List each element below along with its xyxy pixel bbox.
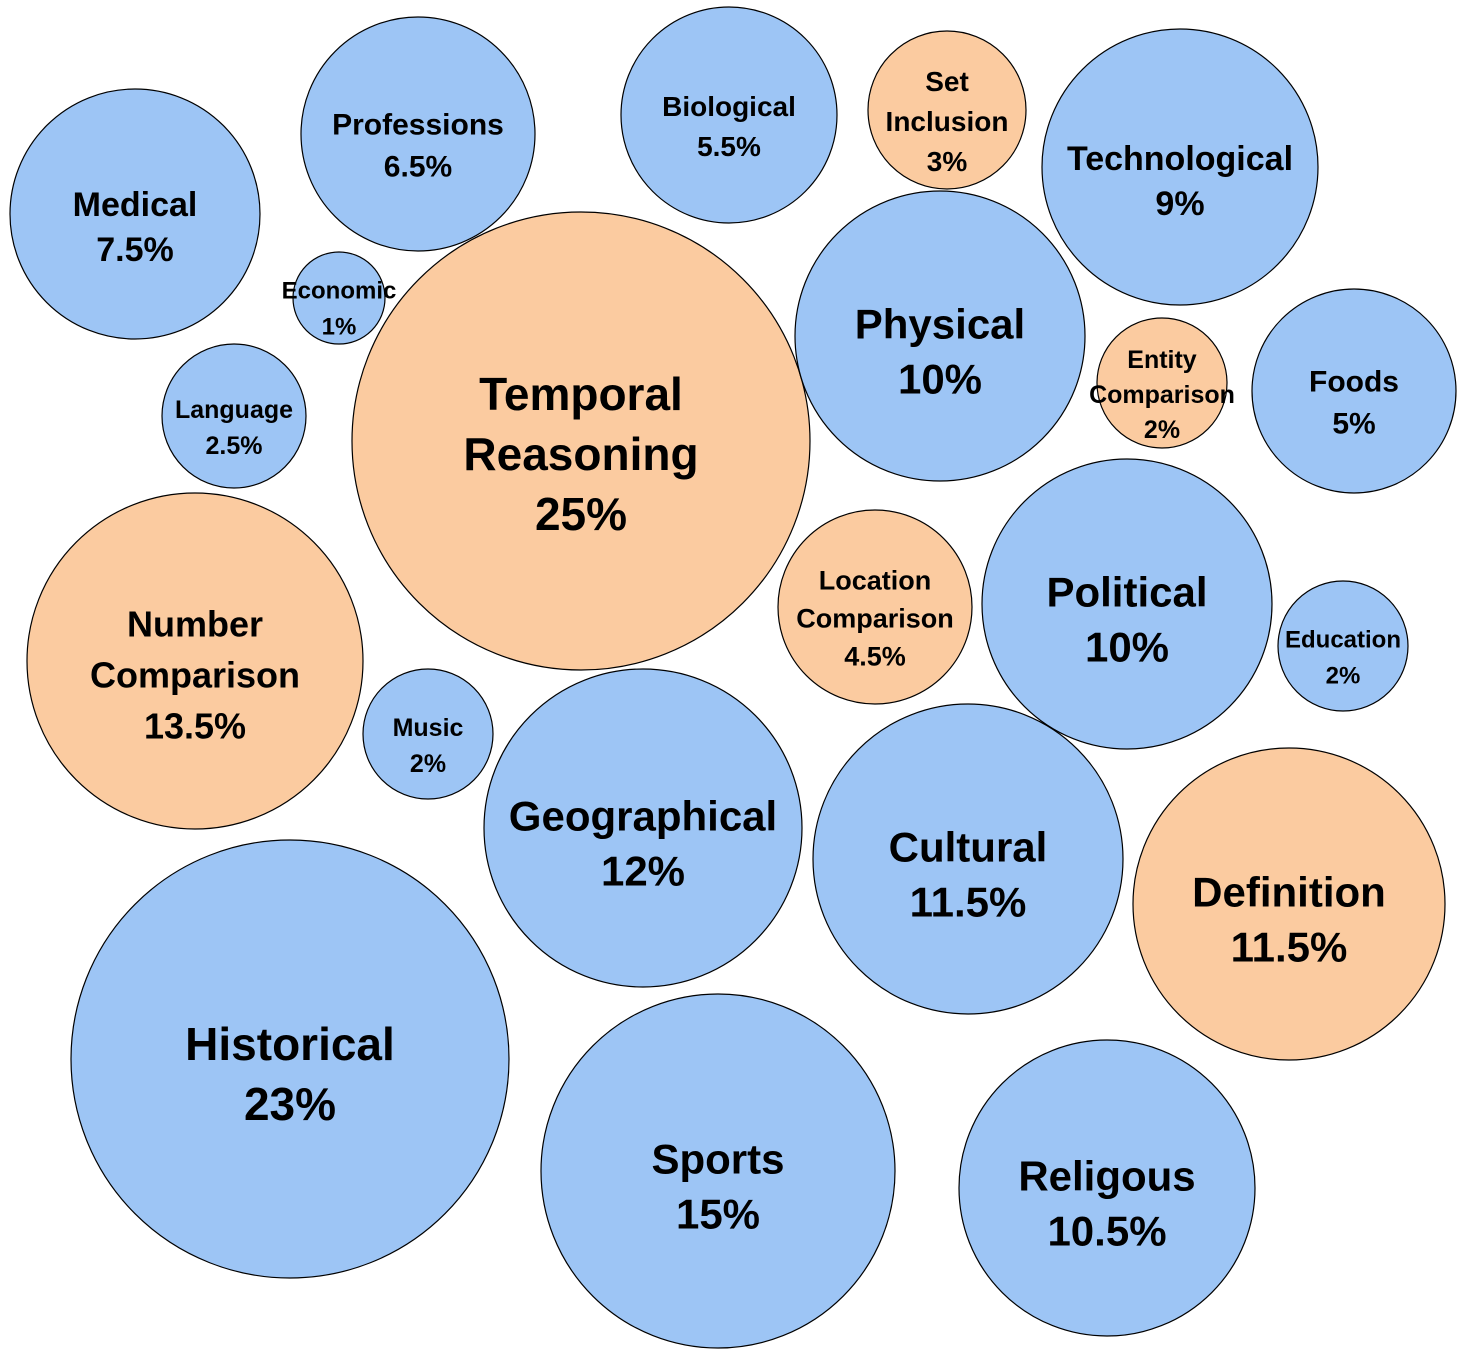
bubble-circle-biological	[620, 6, 838, 224]
bubble-label-language: Language	[175, 396, 293, 424]
bubble-label-music: Music	[393, 714, 464, 742]
bubble-circle-professions	[300, 16, 536, 252]
bubble-location-comparison: Location Comparison 4.5%	[777, 509, 973, 705]
bubble-label-temporal-reasoning: Temporal	[479, 368, 683, 420]
bubble-circle-temporal-reasoning	[351, 211, 811, 671]
bubble-value-foods: 5%	[1332, 408, 1375, 441]
bubble-circle-technological	[1041, 28, 1319, 306]
bubble-label-biological: Biological	[662, 91, 796, 122]
bubble-label-location-comparison: Comparison	[796, 603, 954, 633]
bubble-circle-economic	[292, 251, 386, 345]
bubble-circle-sports	[540, 993, 896, 1349]
bubble-political: Political 10%	[981, 458, 1273, 750]
bubble-historical: Historical 23%	[70, 839, 510, 1279]
bubble-label-definition: Definition	[1192, 869, 1386, 916]
bubble-circle-location-comparison	[777, 509, 973, 705]
bubble-label-historical: Historical	[185, 1018, 395, 1070]
bubble-label-physical: Physical	[855, 301, 1025, 348]
bubble-circle-physical	[794, 190, 1086, 482]
bubble-label-geographical: Geographical	[509, 793, 777, 840]
bubble-label-set-inclusion: Set	[925, 66, 969, 97]
bubble-biological: Biological 5.5%	[620, 6, 838, 224]
bubble-music: Music 2%	[362, 668, 494, 800]
bubble-circle-language	[161, 343, 307, 489]
bubble-label-number-comparison: Comparison	[90, 655, 300, 696]
bubble-value-biological: 5.5%	[697, 131, 761, 162]
bubble-set-inclusion: Set Inclusion 3%	[867, 30, 1027, 190]
bubble-value-political: 10%	[1085, 624, 1169, 671]
bubble-circle-education	[1277, 580, 1409, 712]
bubble-label-location-comparison: Location	[819, 565, 932, 595]
bubble-circle-political	[981, 458, 1273, 750]
bubble-value-language: 2.5%	[206, 432, 263, 460]
bubble-economic: Economic 1%	[282, 251, 397, 345]
bubble-professions: Professions 6.5%	[300, 16, 536, 252]
bubble-circle-number-comparison	[26, 492, 364, 830]
bubble-value-set-inclusion: 3%	[927, 146, 968, 177]
bubble-circle-medical	[9, 88, 261, 340]
bubble-label-education: Education	[1285, 626, 1401, 653]
bubble-value-cultural: 11.5%	[910, 879, 1027, 926]
bubble-label-set-inclusion: Inclusion	[886, 106, 1009, 137]
bubble-label-entity-comparison: Entity	[1127, 346, 1197, 374]
bubble-value-definition: 11.5%	[1231, 924, 1348, 971]
bubble-label-medical: Medical	[73, 186, 198, 224]
bubble-value-technological: 9%	[1155, 185, 1204, 223]
bubble-circle-historical	[70, 839, 510, 1279]
bubble-label-sports: Sports	[651, 1136, 784, 1183]
bubble-temporal-reasoning: Temporal Reasoning 25%	[351, 211, 811, 671]
bubble-medical: Medical 7.5%	[9, 88, 261, 340]
bubble-label-foods: Foods	[1309, 366, 1399, 399]
bubble-value-number-comparison: 13.5%	[144, 706, 246, 747]
bubble-value-temporal-reasoning: 25%	[535, 488, 627, 540]
bubble-circle-music	[362, 668, 494, 800]
bubble-circle-set-inclusion	[867, 30, 1027, 190]
bubble-label-professions: Professions	[332, 109, 504, 142]
bubble-cultural: Cultural 11.5%	[812, 703, 1124, 1015]
bubble-number-comparison: Number Comparison 13.5%	[26, 492, 364, 830]
bubble-education: Education 2%	[1277, 580, 1409, 712]
bubble-label-religous: Religous	[1018, 1153, 1195, 1200]
bubble-circle-cultural	[812, 703, 1124, 1015]
bubble-technological: Technological 9%	[1041, 28, 1319, 306]
bubble-label-political: Political	[1046, 569, 1207, 616]
bubble-entity-comparison: Entity Comparison 2%	[1089, 317, 1235, 449]
bubble-circle-foods	[1251, 288, 1457, 494]
bubble-label-cultural: Cultural	[889, 824, 1048, 871]
bubble-religous: Religous 10.5%	[958, 1039, 1256, 1337]
bubble-label-entity-comparison: Comparison	[1089, 381, 1235, 409]
bubble-circle-definition	[1132, 747, 1446, 1061]
bubble-label-temporal-reasoning: Reasoning	[463, 428, 698, 480]
bubble-foods: Foods 5%	[1251, 288, 1457, 494]
bubble-value-geographical: 12%	[601, 848, 685, 895]
bubble-definition: Definition 11.5%	[1132, 747, 1446, 1061]
bubble-physical: Physical 10%	[794, 190, 1086, 482]
bubble-circle-entity-comparison	[1096, 317, 1228, 449]
bubble-circle-geographical	[483, 668, 803, 988]
bubble-value-religous: 10.5%	[1047, 1208, 1166, 1255]
bubble-value-economic: 1%	[322, 313, 357, 340]
bubble-value-professions: 6.5%	[384, 151, 452, 184]
bubble-label-technological: Technological	[1067, 140, 1293, 178]
bubble-language: Language 2.5%	[161, 343, 307, 489]
bubble-circle-religous	[958, 1039, 1256, 1337]
bubble-value-physical: 10%	[898, 356, 982, 403]
bubble-value-location-comparison: 4.5%	[844, 641, 906, 671]
bubble-value-historical: 23%	[244, 1078, 336, 1130]
bubble-value-entity-comparison: 2%	[1144, 416, 1180, 444]
bubble-value-music: 2%	[410, 750, 446, 778]
bubble-value-medical: 7.5%	[96, 231, 174, 269]
bubble-value-sports: 15%	[676, 1191, 760, 1238]
bubble-sports: Sports 15%	[540, 993, 896, 1349]
bubble-label-number-comparison: Number	[127, 604, 263, 645]
bubble-geographical: Geographical 12%	[483, 668, 803, 988]
bubble-label-economic: Economic	[282, 277, 397, 304]
bubble-value-education: 2%	[1326, 662, 1361, 689]
